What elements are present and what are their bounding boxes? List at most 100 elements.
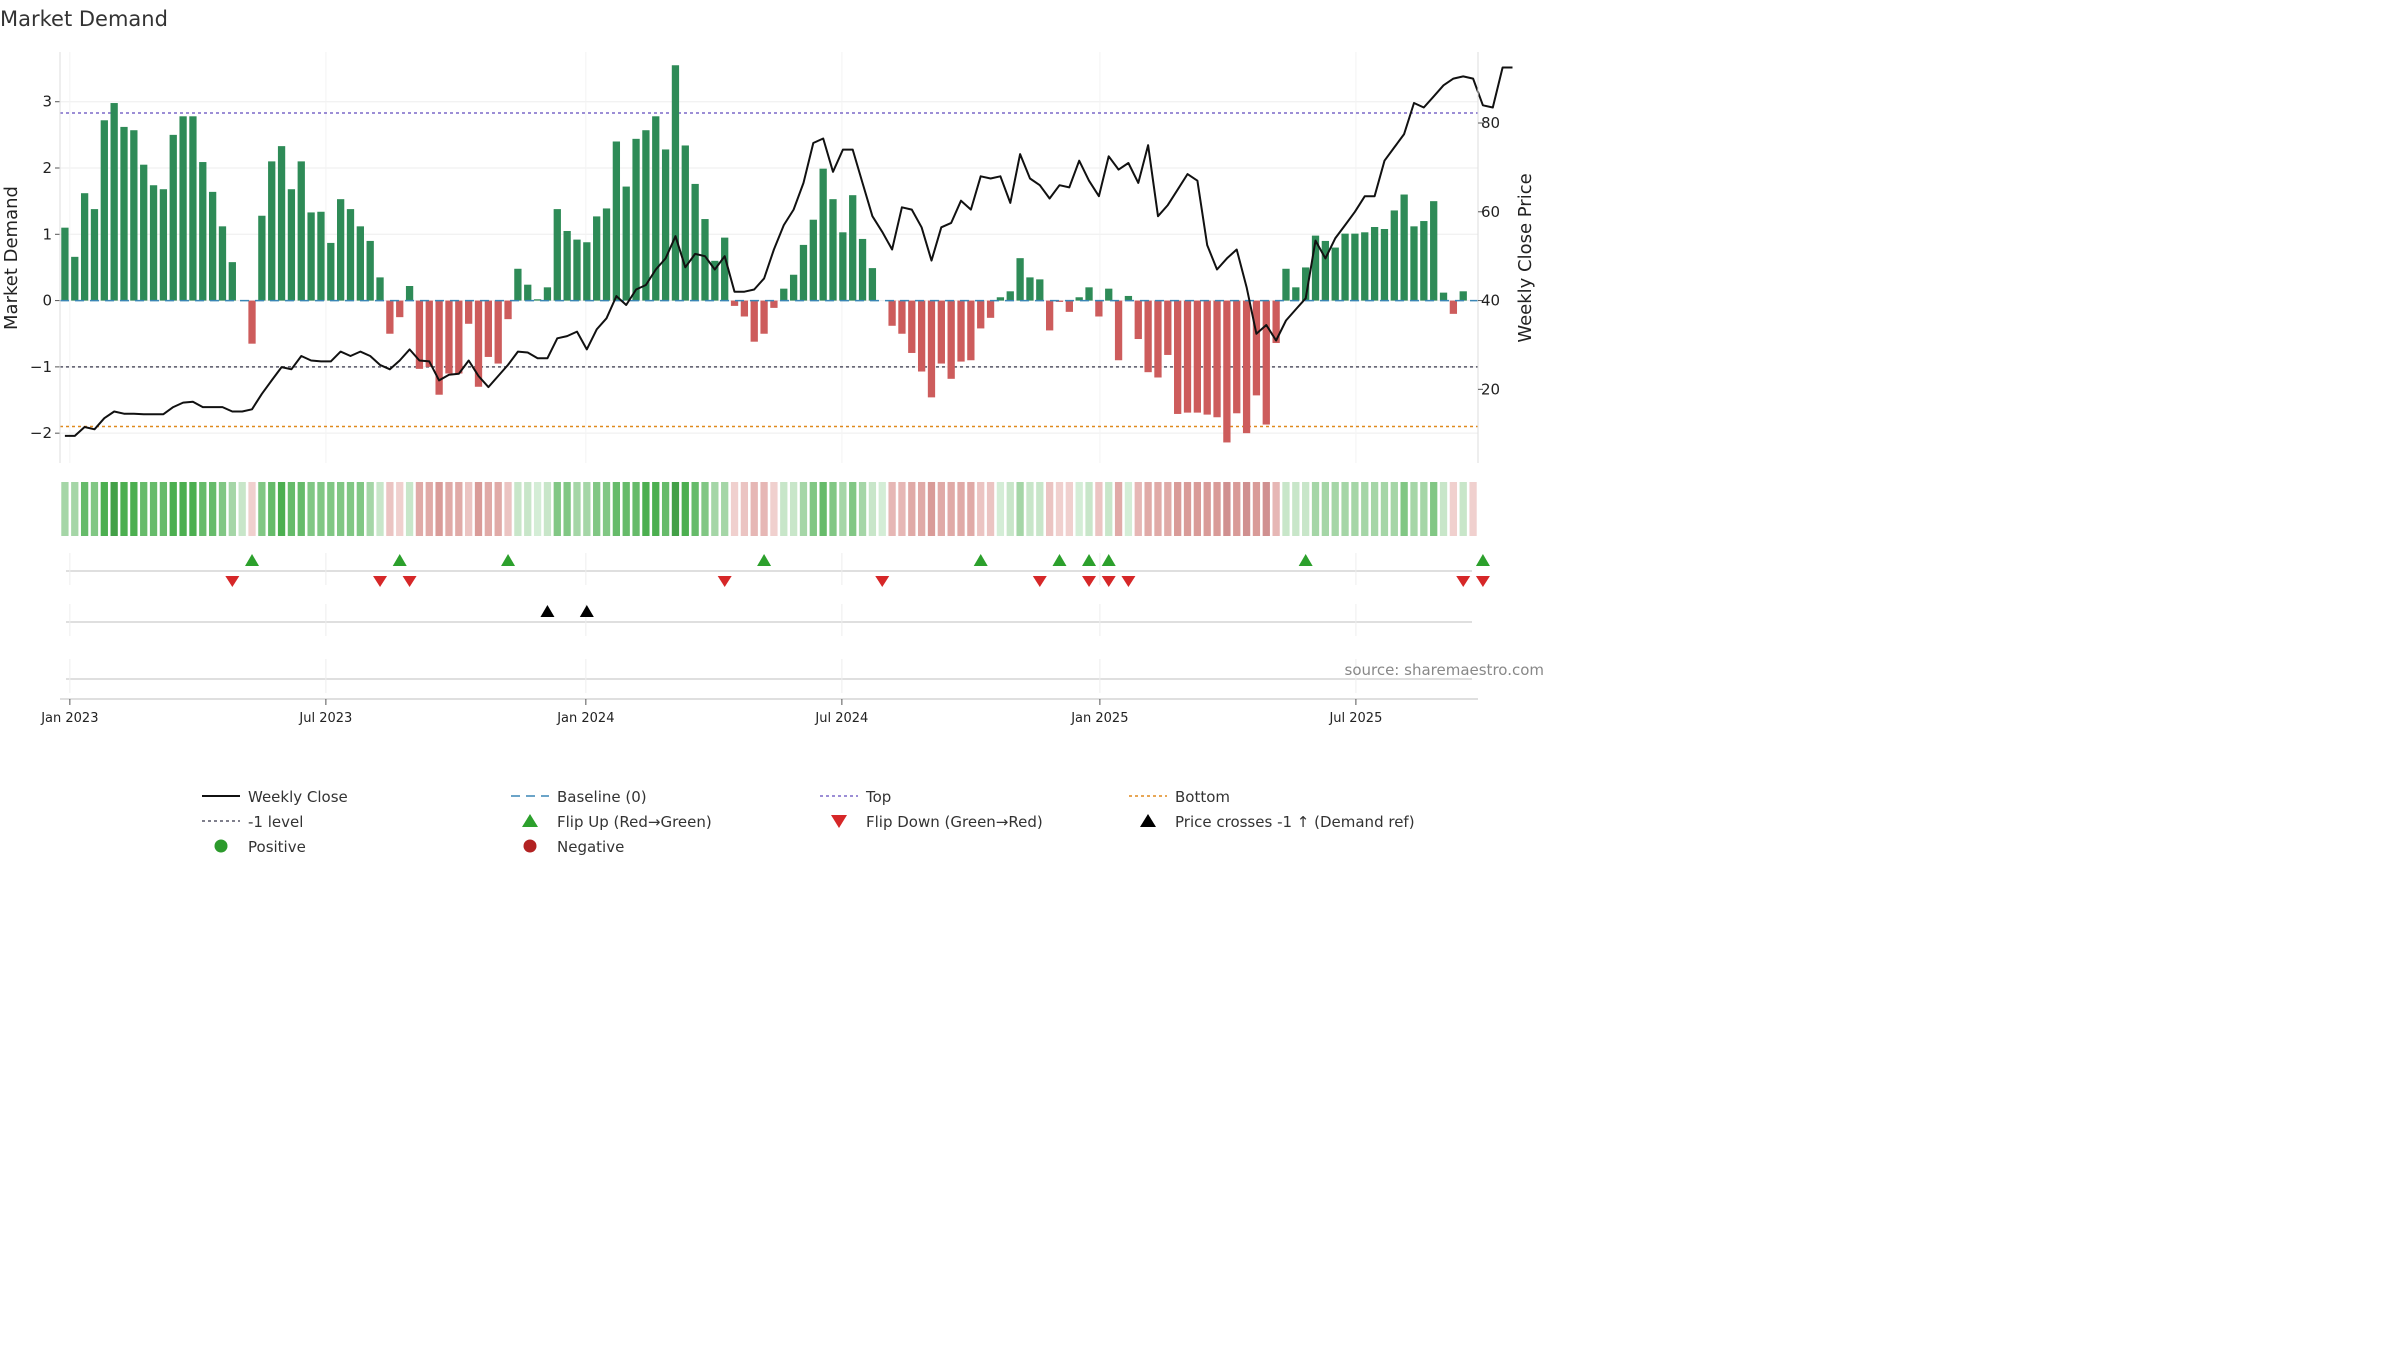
demand-bar: [1183, 300, 1192, 413]
heat-cell: [110, 482, 118, 536]
demand-bar: [346, 209, 355, 301]
heat-cell: [337, 482, 345, 536]
demand-bar: [533, 299, 542, 301]
heat-cell: [1183, 482, 1192, 536]
heat-cell: [1213, 482, 1221, 536]
heat-cell: [760, 482, 768, 536]
demand-bar: [1055, 300, 1064, 302]
legend-marker-flip-up: [522, 814, 538, 827]
heat-cell: [1036, 482, 1044, 536]
heat-cell: [1380, 482, 1389, 536]
demand-bar: [602, 208, 611, 301]
heat-cell: [159, 482, 168, 536]
heat-cell: [61, 482, 69, 536]
heat-cell: [465, 482, 473, 536]
left-tick-label: −1: [30, 358, 52, 376]
demand-bar: [730, 300, 739, 306]
heat-cell: [218, 482, 227, 536]
demand-bar: [268, 161, 276, 301]
left-tick-label: 0: [42, 292, 52, 310]
legend-label: Positive: [248, 838, 306, 856]
demand-bar: [110, 103, 118, 301]
heat-cell: [1085, 482, 1093, 536]
heat-cell: [1114, 482, 1123, 536]
left-tick-label: 3: [42, 93, 52, 111]
demand-bar: [1095, 300, 1103, 317]
demand-bar: [1242, 300, 1251, 434]
heat-cell: [71, 482, 79, 536]
flip-down-marker: [1456, 576, 1471, 587]
flip-up-marker: [1298, 554, 1313, 566]
demand-bar: [504, 300, 512, 320]
heat-cell: [1311, 482, 1320, 536]
demand-bar: [1449, 300, 1458, 314]
price-line-layer: [64, 66, 1513, 437]
demand-bar: [218, 226, 227, 301]
heat-cell: [730, 482, 739, 536]
demand-bar: [327, 242, 335, 301]
flip-down-marker: [1475, 576, 1490, 587]
flip-up-marker: [1082, 554, 1097, 566]
demand-bar: [169, 134, 177, 301]
heat-cell: [593, 482, 601, 536]
demand-bar: [1311, 235, 1320, 301]
heat-cell: [622, 482, 630, 536]
demand-bar: [277, 146, 286, 301]
heat-cell: [1420, 482, 1428, 536]
x-tick-label: Jan 2024: [556, 711, 614, 726]
heat-cell: [642, 482, 650, 536]
demand-bar: [80, 193, 89, 301]
price-cross-marker: [540, 605, 555, 617]
heat-cell: [1400, 482, 1408, 536]
demand-bar: [514, 268, 522, 301]
left-tick-label: 2: [42, 159, 52, 177]
demand-bar: [208, 191, 217, 301]
demand-bar: [405, 286, 414, 301]
heat-cell: [839, 482, 847, 536]
heat-cell: [1075, 482, 1083, 536]
legend-label: Top: [865, 788, 891, 806]
heat-cell: [1341, 482, 1349, 536]
demand-bar: [1124, 295, 1133, 301]
demand-bar: [435, 300, 443, 395]
flip-up-marker: [1101, 554, 1116, 566]
demand-bar: [1370, 227, 1379, 301]
demand-bar: [317, 211, 325, 301]
demand-bar: [593, 216, 601, 301]
demand-bar: [563, 230, 571, 301]
demand-bar: [1134, 300, 1142, 340]
flip-up-marker: [757, 554, 772, 566]
heat-cell: [691, 482, 699, 536]
flip-up-marker: [1052, 554, 1067, 566]
demand-bar: [189, 116, 197, 301]
demand-bar: [760, 300, 768, 334]
heat-cell: [986, 482, 995, 536]
demand-bar: [1036, 279, 1044, 301]
heat-cell: [770, 482, 778, 536]
heat-cell: [524, 482, 532, 536]
demand-bar: [366, 240, 374, 301]
heat-cell: [120, 482, 128, 536]
heat-cell: [1449, 482, 1458, 536]
heat-cell: [1430, 482, 1438, 536]
legend-label: Bottom: [1175, 788, 1230, 806]
heat-cell: [1439, 482, 1448, 536]
demand-bar: [1154, 300, 1162, 378]
heat-cell: [1272, 482, 1280, 536]
heat-cell: [996, 482, 1005, 536]
demand-bar: [1203, 300, 1211, 415]
heat-cell: [977, 482, 985, 536]
heat-cell: [1154, 482, 1162, 536]
flip-up-marker: [501, 554, 516, 566]
left-axis-label: Market Demand: [1, 186, 22, 330]
heat-cell: [327, 482, 335, 536]
demand-bar: [780, 288, 788, 301]
heat-cell: [868, 482, 877, 536]
demand-bar: [474, 300, 483, 387]
heat-cell: [858, 482, 867, 536]
demand-bar: [1361, 232, 1369, 301]
heat-cell: [1252, 482, 1261, 536]
demand-bar: [819, 168, 827, 301]
demand-bar: [1193, 300, 1201, 413]
